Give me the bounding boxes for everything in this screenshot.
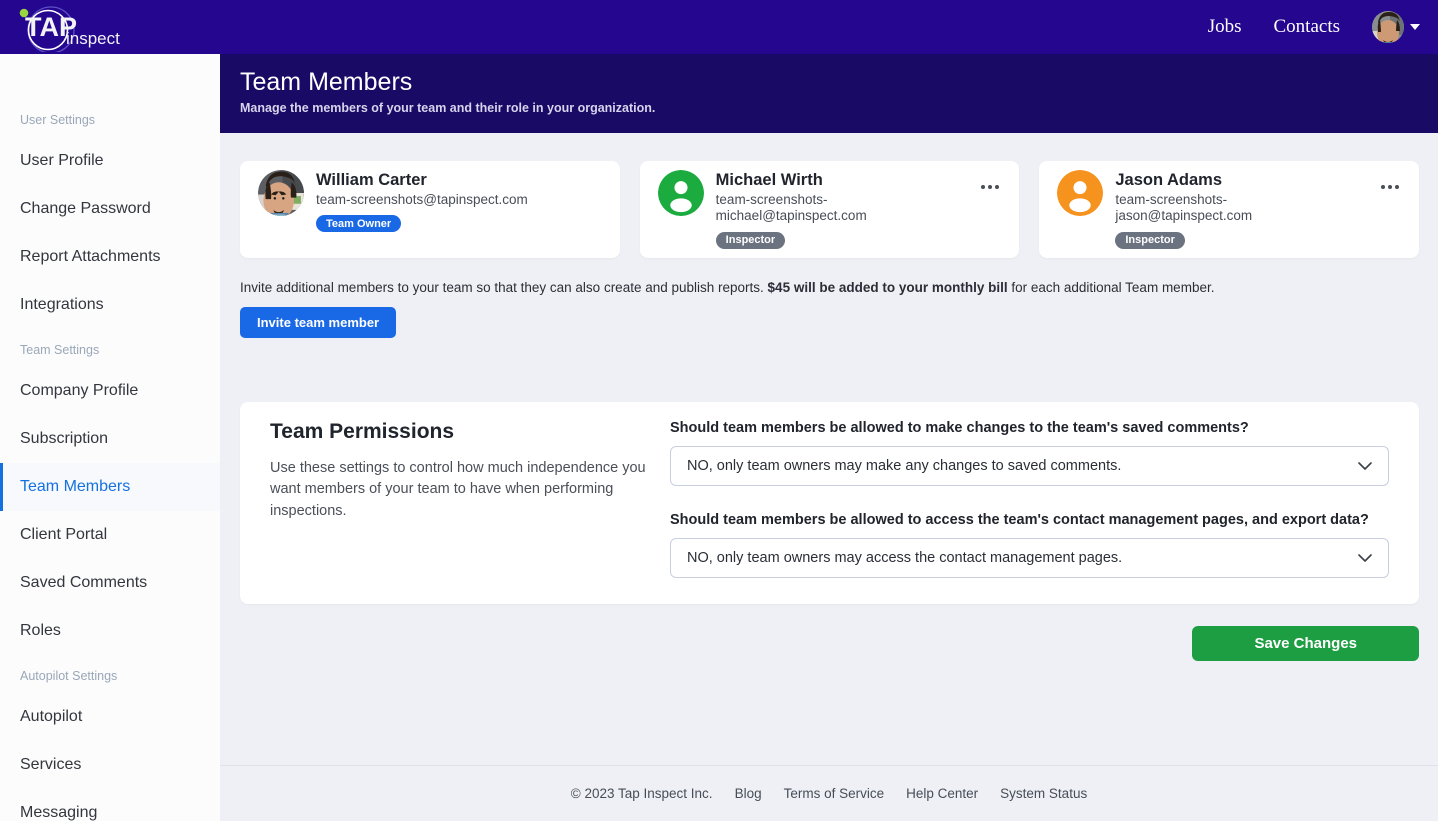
svg-text:inspect: inspect [66,29,120,48]
